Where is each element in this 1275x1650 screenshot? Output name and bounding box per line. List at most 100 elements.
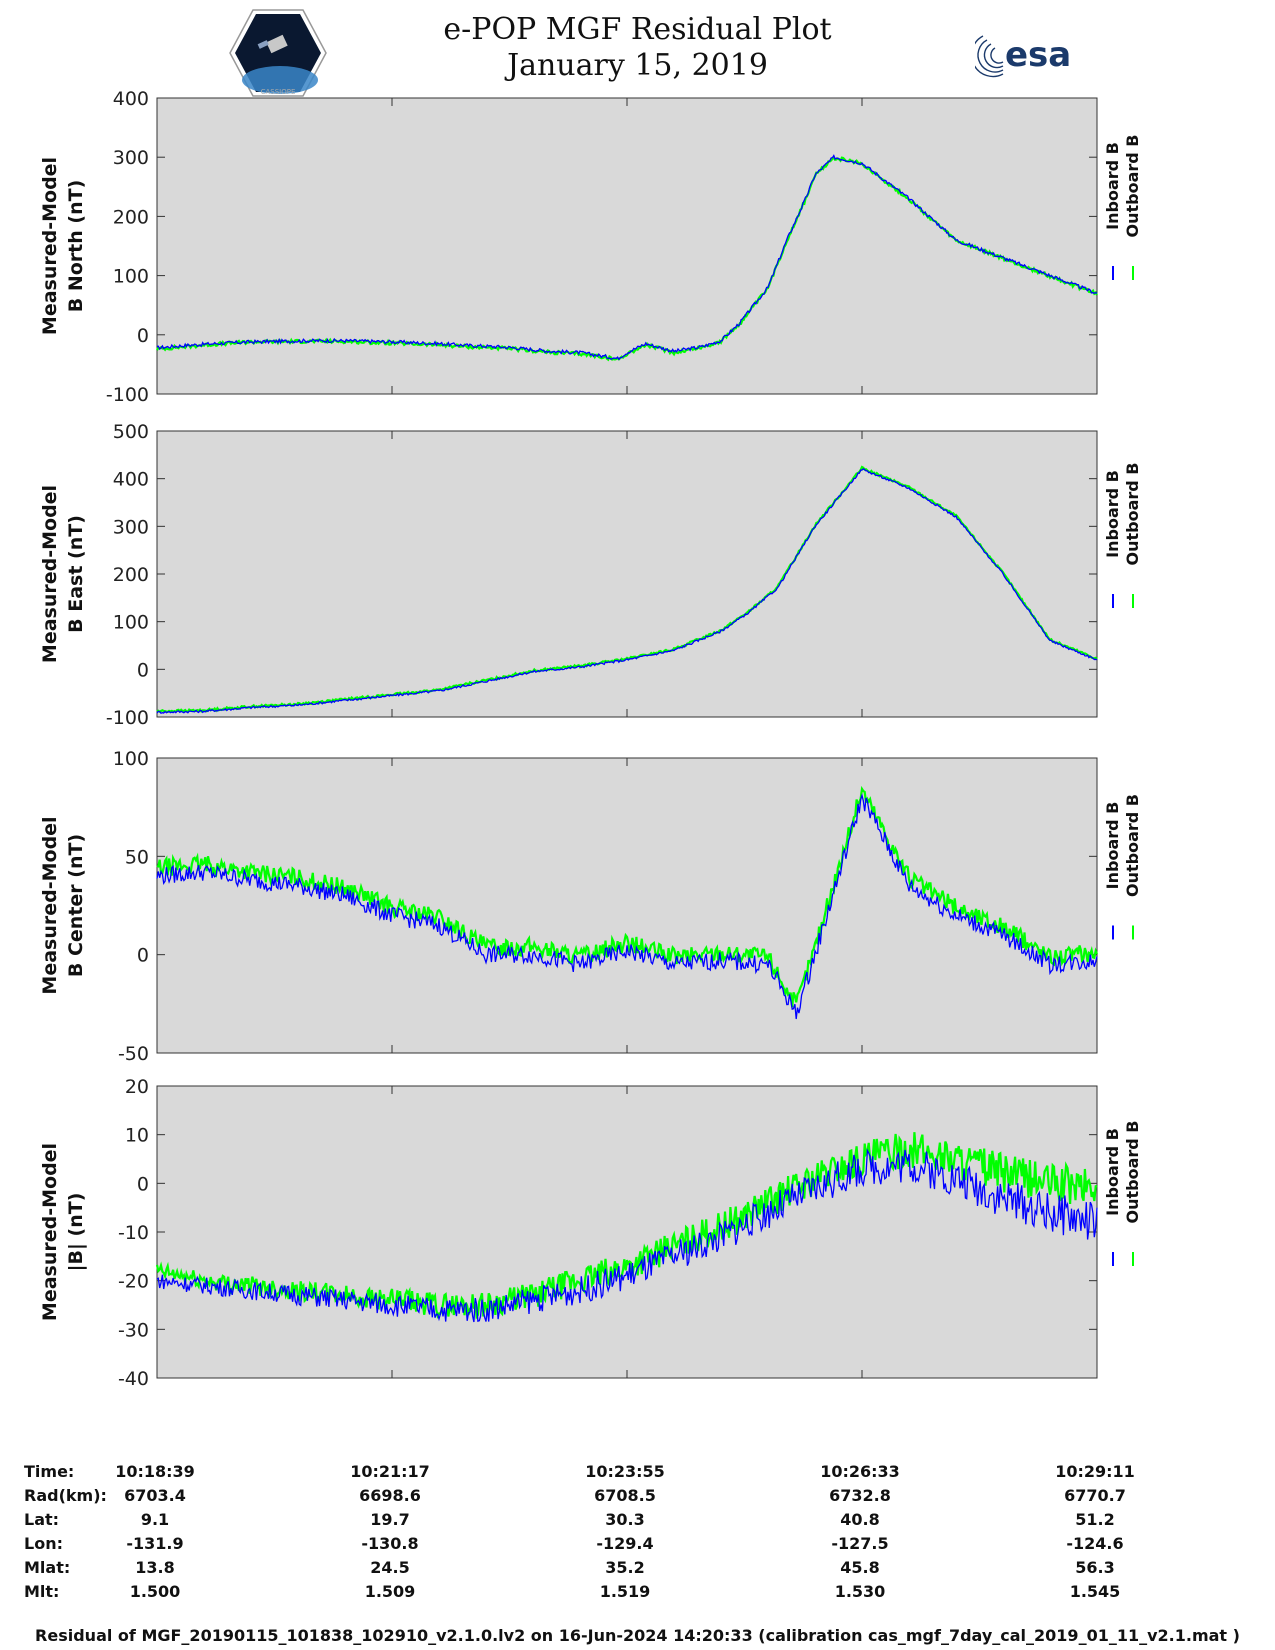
info-cell: -131.9	[126, 1534, 184, 1553]
chart-title: e-POP MGF Residual Plot January 15, 2019	[0, 12, 1275, 84]
legend-outboard-label: Outboard B	[1123, 1121, 1142, 1224]
y-tick-label: 0	[137, 1173, 149, 1195]
info-row: Mlt: 1.500 1.509 1.519 1.530 1.545	[0, 1582, 1275, 1606]
panel-1: 400 300 200 100 0 -100 Measured-Model B North (…	[39, 88, 1142, 406]
info-row-label: Mlat:	[24, 1558, 71, 1577]
plot-area	[156, 430, 1098, 718]
y-tick-label: 100	[113, 612, 149, 634]
info-cell: 6770.7	[1064, 1486, 1126, 1505]
plot-area	[156, 1085, 1098, 1379]
cassiope-logo-text: CASSIOPE	[261, 88, 296, 96]
info-cell: 19.7	[370, 1510, 410, 1529]
y-tick-label: 0	[137, 659, 149, 681]
plot-title: e-POP MGF Residual Plot	[443, 12, 832, 47]
y-tick-label: -40	[118, 1368, 149, 1390]
y-tick-label: 200	[113, 564, 149, 586]
info-row: Lon: -131.9 -130.8 -129.4 -127.5 -124.6	[0, 1534, 1275, 1558]
y-axis-label: Measured-Model	[39, 485, 61, 663]
y-tick-label: 100	[113, 748, 149, 770]
info-cell: 40.8	[840, 1510, 880, 1529]
y-axis-label: Measured-Model	[39, 816, 61, 994]
legend-inboard-label: Inboard B	[1103, 802, 1122, 890]
info-cell: 30.3	[605, 1510, 645, 1529]
y-tick-label: 500	[113, 421, 149, 443]
y-tick-label: 200	[113, 206, 149, 228]
y-tick-label: 300	[113, 516, 149, 538]
y-tick-label: 400	[113, 88, 149, 110]
legend-inboard-label: Inboard B	[1103, 470, 1122, 558]
y-axis-label: B East (nT)	[65, 515, 87, 633]
info-row: Rad(km): 6703.4 6698.6 6708.5 6732.8 6770.7	[0, 1486, 1275, 1510]
info-cell: 1.509	[364, 1582, 416, 1601]
series-outboard-line	[156, 785, 1099, 1008]
info-cell: 56.3	[1075, 1558, 1115, 1577]
y-axis-label: Measured-Model	[39, 1143, 61, 1321]
y-axis-label: |B| (nT)	[65, 1193, 87, 1272]
legend-inboard-label: Inboard B	[1103, 1128, 1122, 1216]
info-cell: 10:18:39	[115, 1462, 195, 1481]
info-cell: 9.1	[140, 1510, 170, 1529]
y-tick-label: 20	[125, 1076, 149, 1098]
panel-4: 20 10 0 -10 -20 -30 -40 Measured-Model |B| (nT) I…	[39, 1076, 1142, 1390]
plot-date: January 15, 2019	[507, 48, 768, 83]
ephemeris-table: Time: 10:18:39 10:21:17 10:23:55 10:26:33 10:…	[0, 1462, 1275, 1606]
y-tick-label: 0	[137, 945, 149, 967]
y-tick-label: -10	[118, 1222, 149, 1244]
footer-caption: Residual of MGF_20190115_101838_102910_v…	[35, 1626, 1240, 1645]
y-tick-label: 300	[113, 147, 149, 169]
y-tick-label: -20	[118, 1271, 149, 1293]
info-row: Mlat: 13.8 24.5 35.2 45.8 56.3	[0, 1558, 1275, 1582]
info-cell: 1.500	[129, 1582, 181, 1601]
esa-logo-text: esa	[1005, 35, 1071, 75]
cassiope-logo: CASSIOPE	[229, 9, 327, 97]
y-tick-label: 50	[125, 846, 149, 868]
y-axis-label: B North (nT)	[65, 180, 87, 313]
esa-logo: esa	[975, 35, 1071, 78]
info-row-label: Time:	[24, 1462, 75, 1481]
legend-outboard-label: Outboard B	[1123, 463, 1142, 566]
info-cell: 45.8	[840, 1558, 880, 1577]
info-cell: 6708.5	[594, 1486, 656, 1505]
plot-area	[156, 97, 1098, 395]
info-row-label: Rad(km):	[24, 1486, 107, 1505]
info-cell: 6703.4	[124, 1486, 186, 1505]
info-cell: -130.8	[361, 1534, 419, 1553]
series-inboard-line	[156, 154, 1098, 361]
series-inboard-line	[156, 1148, 1098, 1323]
y-tick-label: -100	[106, 707, 149, 729]
info-cell: 10:26:33	[820, 1462, 900, 1481]
series-inboard-line	[156, 793, 1098, 1020]
info-row-label: Mlt:	[24, 1582, 60, 1601]
y-tick-label: -50	[118, 1043, 149, 1065]
legend-inboard-label: Inboard B	[1103, 142, 1122, 230]
info-row: Lat: 9.1 19.7 30.3 40.8 51.2	[0, 1510, 1275, 1534]
y-tick-label: 10	[125, 1125, 149, 1147]
info-cell: 10:21:17	[350, 1462, 430, 1481]
y-tick-label: -30	[118, 1319, 149, 1341]
y-axis-label: B Center (nT)	[65, 834, 87, 977]
info-cell: -124.6	[1066, 1534, 1124, 1553]
y-tick-label: 0	[137, 325, 149, 347]
y-tick-label: 400	[113, 469, 149, 491]
series-outboard-line	[156, 465, 1098, 714]
info-cell: 35.2	[605, 1558, 645, 1577]
info-cell: -129.4	[596, 1534, 654, 1553]
info-cell: 13.8	[135, 1558, 175, 1577]
plot-area	[156, 757, 1098, 1054]
y-tick-label: 100	[113, 266, 149, 288]
info-row-label: Lat:	[24, 1510, 60, 1529]
legend-outboard-label: Outboard B	[1123, 794, 1142, 897]
info-cell: 1.519	[599, 1582, 651, 1601]
panel-2: 500 400 300 200 100 0 -100 Measured-Model B East…	[39, 421, 1142, 729]
info-cell: 1.545	[1069, 1582, 1121, 1601]
series-inboard-line	[156, 467, 1098, 714]
y-axis-label: Measured-Model	[39, 157, 61, 335]
info-cell: 51.2	[1075, 1510, 1115, 1529]
info-row-label: Lon:	[24, 1534, 63, 1553]
panel-3: 100 50 0 -50 Measured-Model B Center (nT) Inbo…	[39, 748, 1142, 1065]
info-cell: -127.5	[831, 1534, 889, 1553]
info-row: Time: 10:18:39 10:21:17 10:23:55 10:26:33 10:…	[0, 1462, 1275, 1486]
info-cell: 24.5	[370, 1558, 410, 1577]
y-tick-label: -100	[106, 384, 149, 406]
